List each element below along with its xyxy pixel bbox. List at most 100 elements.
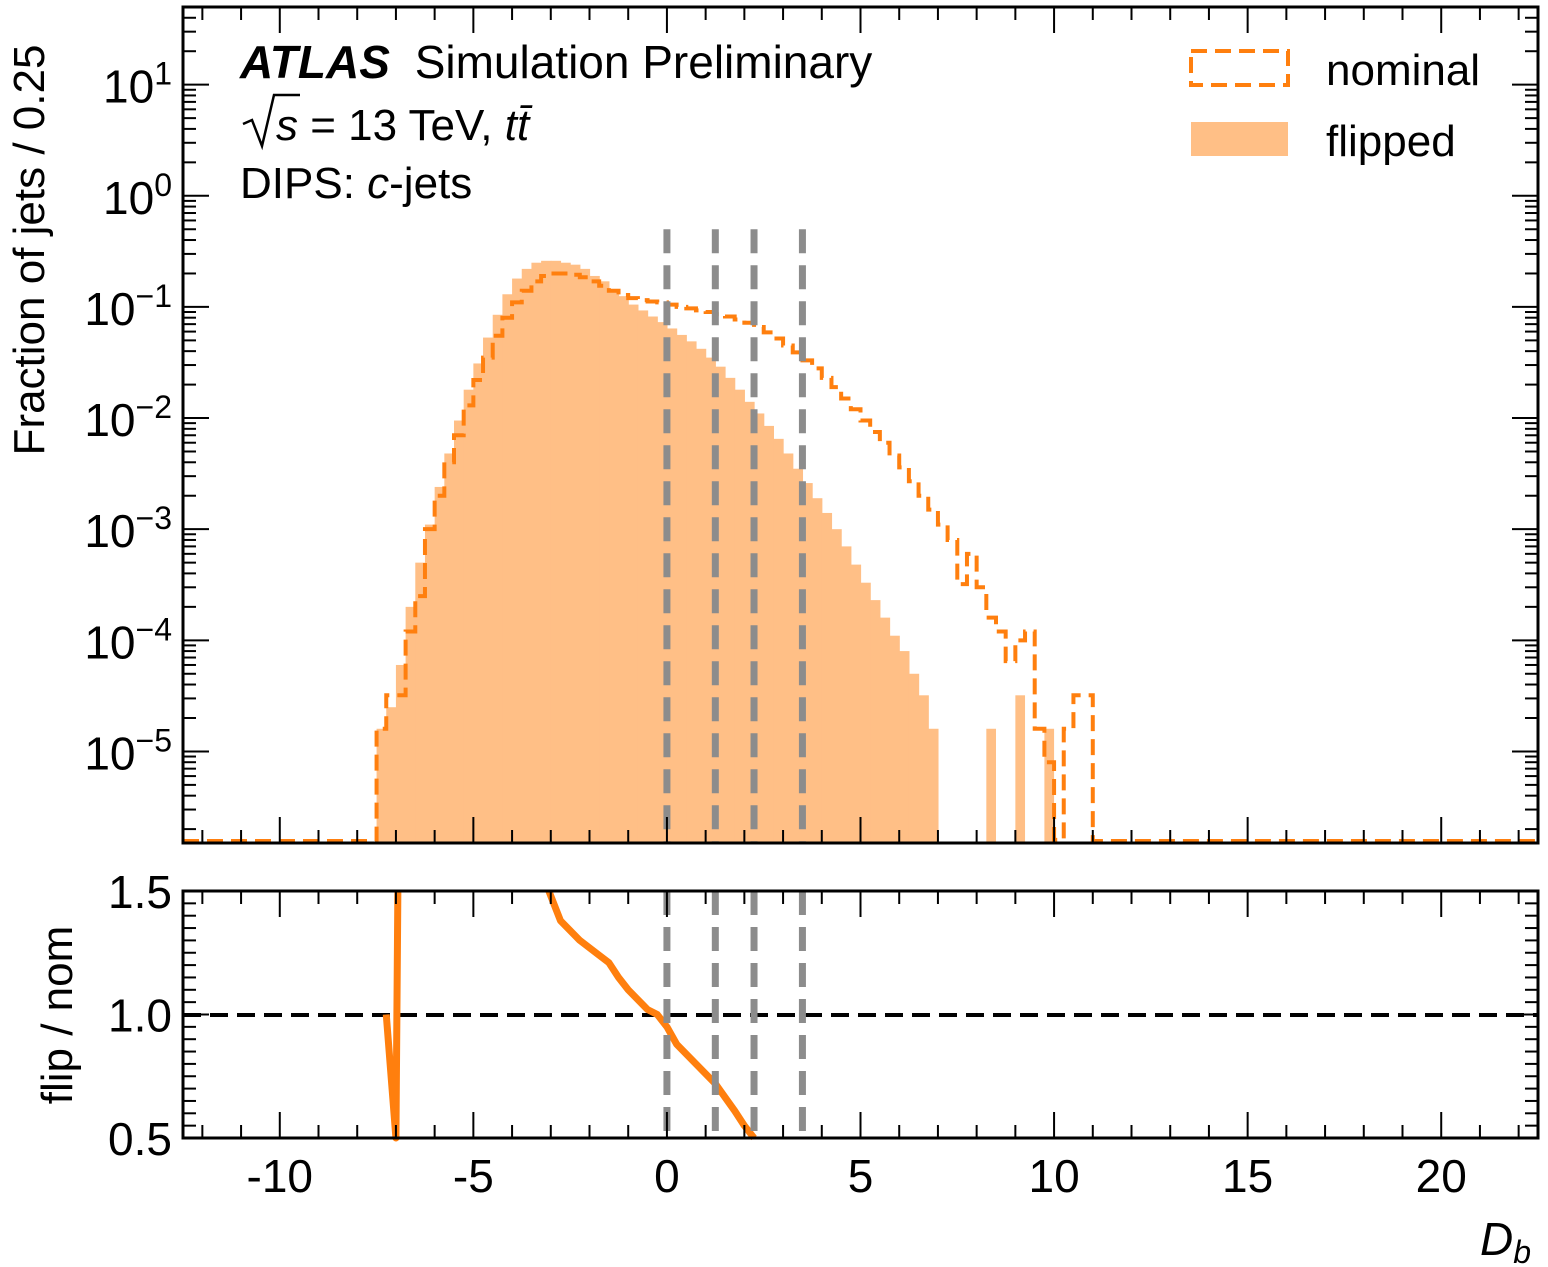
flipped-bar (599, 281, 610, 843)
legend-flipped-swatch (1191, 122, 1288, 156)
y-tick-label: 101 (103, 56, 172, 113)
ratio-working-point-lines (663, 891, 806, 1138)
flipped-bar (870, 600, 881, 843)
flipped-bar (376, 728, 387, 843)
y-tick-label: 1.5 (108, 866, 172, 918)
y-tick-label: 10−1 (84, 278, 172, 335)
flipped-bar (676, 334, 687, 843)
sqrt-symbol (242, 93, 300, 151)
flipped-bar (618, 296, 629, 843)
flipped-bar (715, 366, 726, 843)
flipped-bar (821, 512, 833, 843)
flipped-bar (454, 420, 465, 843)
ratio-y-axis-label: flip / nom (33, 926, 82, 1105)
flipped-bar (483, 337, 494, 843)
y-tick-label: 10−4 (84, 611, 172, 668)
flipped-bar (521, 268, 533, 843)
x-tick-label: 5 (848, 1150, 874, 1202)
ratio-line (382, 890, 402, 1142)
y-tick-label: 0.5 (108, 1113, 172, 1165)
flipped-bar (754, 413, 765, 843)
flipped-bar (492, 314, 503, 843)
flipped-bar (415, 562, 426, 843)
flipped-bar (908, 673, 920, 843)
y-tick-label: 100 (103, 167, 172, 224)
nominal-histogram (183, 271, 1538, 843)
flipped-bar (512, 278, 523, 844)
main-panel: 10−5 10−4 10−3 10−2 10−1 100 101 Fraction of j… (5, 5, 1540, 845)
x-tick-label: 15 (1222, 1150, 1273, 1202)
legend: nominal flipped (1189, 46, 1480, 166)
flipped-bar (531, 262, 542, 843)
flipped-bar (637, 310, 649, 843)
flipped-bar (879, 617, 891, 843)
flipped-bar (589, 275, 600, 843)
flipped-bar (550, 260, 562, 844)
flipped-bar (802, 483, 813, 843)
main-plot-frame (181, 5, 1540, 845)
flipped-bar (928, 728, 939, 843)
flipped-bar (444, 453, 455, 843)
flipped-bar (463, 389, 474, 843)
y-tick-label: 10−2 (84, 389, 172, 446)
status-label: Simulation Preliminary (415, 36, 873, 88)
main-y-axis-label: Fraction of jets / 0.25 (5, 45, 54, 456)
legend-nominal-swatch (1189, 49, 1290, 87)
x-axis-label: Db (1480, 1213, 1531, 1267)
flipped-bar (647, 316, 658, 843)
flipped-bar (473, 363, 484, 843)
flipped-bar (628, 304, 639, 843)
flipped-bar (792, 468, 804, 843)
y-tick-label: 1.0 (108, 990, 172, 1042)
svg-text:ATLAS Simulation Prelimi: ATLAS Simulation Preliminary (239, 36, 872, 88)
svg-text:s = 13 TeV, tt̄: s = 13 TeV, tt̄ (276, 101, 533, 150)
x-tick-label: -10 (247, 1150, 313, 1202)
flipped-bar (773, 438, 784, 843)
flipped-bar (695, 348, 707, 843)
flipped-bar (541, 260, 552, 844)
flipped-bar (899, 651, 910, 843)
flipped-bar (725, 377, 736, 843)
ratio-line (545, 889, 757, 1141)
y-tick-label: 10−3 (84, 500, 172, 557)
atlas-annotation: ATLAS Simulation Preliminary s = 13 TeV,… (239, 36, 872, 208)
y-tick-label: 10−5 (84, 722, 172, 779)
ratio-plot-frame (181, 889, 1540, 1140)
flipped-bar (502, 294, 513, 843)
flipped-bar (850, 564, 862, 843)
x-tick-label: -5 (453, 1150, 494, 1202)
flipped-bar (424, 524, 436, 843)
flipped-bar (763, 425, 774, 843)
flipped-bar (744, 401, 755, 843)
tagger-label: DIPS: c-jets (240, 159, 472, 208)
flipped-histogram (376, 260, 1055, 844)
flipped-bar (831, 529, 842, 843)
flipped-bar (734, 389, 745, 843)
energy-label: s = 13 TeV, tt̄ (242, 93, 533, 151)
flipped-bar (560, 262, 571, 843)
flipped-bar (657, 322, 668, 843)
flipped-bar (1044, 728, 1055, 843)
flipped-bar (666, 328, 678, 844)
x-tick-label: 20 (1416, 1150, 1467, 1202)
flipped-bar (918, 695, 929, 843)
flipped-bar (405, 606, 416, 843)
ratio-panel: -10 -5 0 5 10 15 20 0.5 1.0 1.5 flip / nom Db (33, 866, 1540, 1267)
working-point-lines (663, 229, 806, 843)
flipped-bar (841, 546, 852, 843)
flipped-bar (860, 582, 871, 843)
ratio-ticks: -10 -5 0 5 10 15 20 0.5 1.0 1.5 (108, 866, 1538, 1202)
flipped-bar (395, 664, 407, 843)
flipped-bar (570, 264, 581, 844)
main-y-ticks: 10−5 10−4 10−3 10−2 10−1 100 101 (84, 6, 1538, 831)
flipped-bar (386, 707, 397, 843)
flipped-bar (986, 728, 996, 843)
flipped-bar (1015, 695, 1026, 843)
x-tick-label: 0 (654, 1150, 680, 1202)
legend-nominal-label: nominal (1326, 46, 1480, 95)
flipped-bar (705, 357, 716, 843)
flipped-bar (608, 288, 620, 843)
flipped-bar (686, 341, 697, 843)
x-tick-label: 10 (1028, 1150, 1079, 1202)
flipped-bar (434, 486, 445, 843)
